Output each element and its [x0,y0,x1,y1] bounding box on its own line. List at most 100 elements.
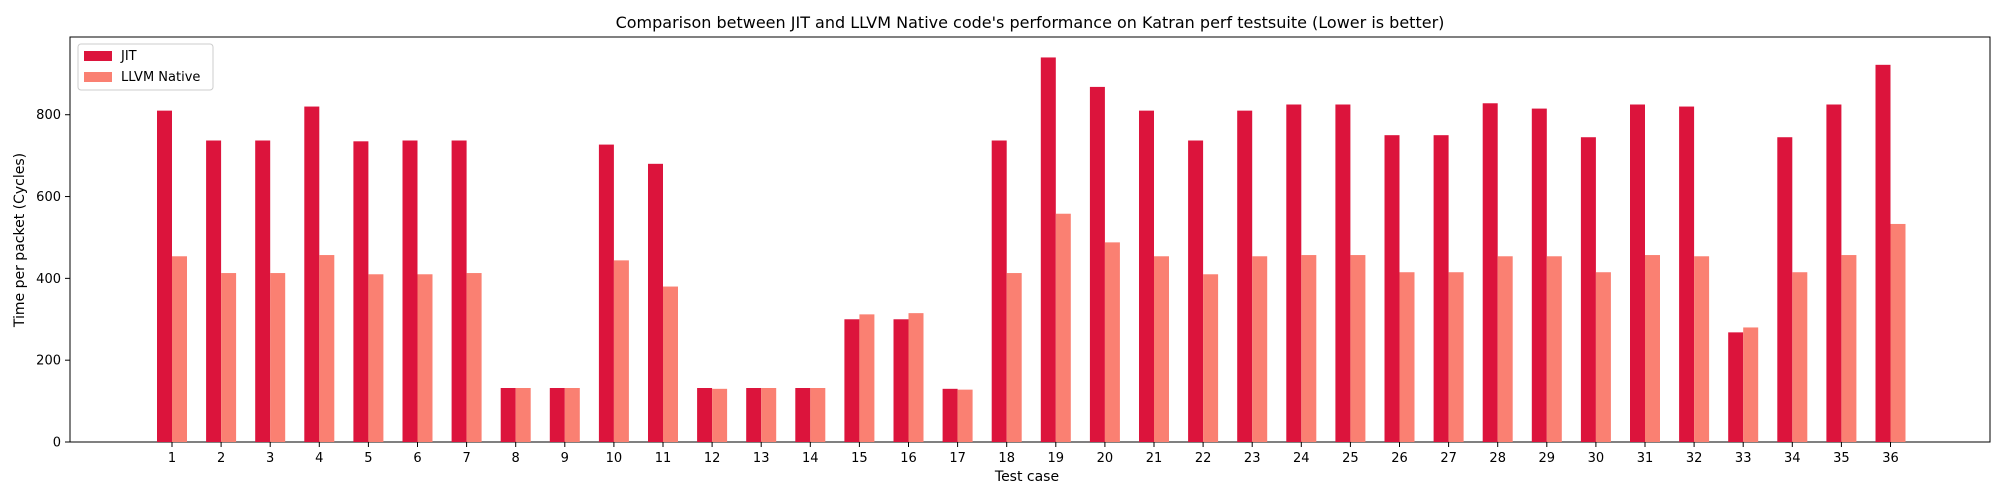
x-tick-label-27: 27 [1440,451,1457,466]
bar-jit-18 [991,140,1007,442]
bar-jit-32 [1679,106,1695,442]
bars-group [157,57,1906,443]
y-axis: 0 200 400 600 800 [36,108,70,451]
bar-jit-23 [1237,110,1253,443]
x-tick-label-18: 18 [998,451,1015,466]
x-tick-label-11: 11 [655,451,672,466]
bar-jit-25 [1335,104,1351,442]
x-tick-label-1: 1 [168,451,176,466]
chart-title: Comparison between JIT and LLVM Native c… [616,13,1445,32]
bar-jit-2 [206,140,222,442]
bar-jit-4 [304,106,320,442]
x-tick-label-6: 6 [413,451,421,466]
bar-llvm-native-24 [1301,255,1317,442]
x-tick-label-17: 17 [949,451,966,466]
x-tick-label-34: 34 [1784,451,1801,466]
y-tick-label-600: 600 [36,190,61,205]
x-tick-label-3: 3 [266,451,274,466]
bar-llvm-native-3 [270,273,286,442]
bar-jit-1 [157,110,172,443]
x-tick-label-16: 16 [900,451,917,466]
legend: JIT LLVM Native [77,43,214,91]
bar-jit-26 [1384,135,1400,442]
bar-jit-22 [1188,140,1204,442]
x-axis-label: Test case [994,469,1059,485]
x-tick-label-33: 33 [1735,451,1752,466]
x-tick-label-2: 2 [217,451,225,466]
bar-llvm-native-17 [957,389,973,442]
x-tick-label-28: 28 [1489,451,1506,466]
y-tick-label-400: 400 [36,272,61,287]
bar-jit-8 [500,388,516,442]
bar-llvm-native-11 [663,286,678,442]
bar-llvm-native-13 [761,388,777,442]
bar-jit-7 [451,140,467,442]
x-tick-label-26: 26 [1391,451,1408,466]
bar-jit-16 [893,319,909,442]
x-tick-label-32: 32 [1686,451,1703,466]
bar-llvm-native-26 [1399,272,1415,442]
bar-llvm-native-19 [1055,213,1071,442]
y-tick-label-0: 0 [53,436,61,451]
bar-jit-11 [648,163,663,442]
legend-label-jit: JIT [120,49,137,64]
bar-llvm-native-7 [466,273,482,442]
bar-llvm-native-36 [1890,223,1906,442]
x-tick-label-14: 14 [802,451,819,466]
bar-llvm-native-12 [712,388,728,442]
bar-llvm-native-6 [417,274,433,442]
legend-swatch-llvm-native [84,72,112,82]
bar-jit-3 [255,140,271,442]
bar-jit-29 [1531,108,1547,442]
bar-jit-19 [1040,57,1056,443]
x-tick-label-29: 29 [1539,451,1556,466]
bar-llvm-native-10 [613,260,629,442]
bar-jit-14 [795,388,811,442]
bar-jit-28 [1482,103,1498,442]
bar-jit-21 [1139,110,1154,443]
x-tick-label-10: 10 [606,451,623,466]
x-axis: 1 2 3 4 5 6 7 8 9 10 11 12 13 14 15 16 17 18 19 20 21 22 23 24 2… [168,442,1899,466]
bar-llvm-native-21 [1154,256,1169,442]
bar-llvm-native-9 [564,388,580,442]
x-tick-label-4: 4 [315,451,323,466]
bar-llvm-native-31 [1645,255,1660,442]
x-tick-label-23: 23 [1244,451,1261,466]
bar-llvm-native-30 [1595,272,1611,442]
bar-jit-12 [697,388,713,442]
x-tick-label-7: 7 [462,451,470,466]
x-tick-label-20: 20 [1097,451,1114,466]
bar-llvm-native-2 [221,273,237,442]
bar-llvm-native-25 [1350,255,1366,442]
y-tick-label-200: 200 [36,354,61,369]
bar-jit-20 [1089,86,1105,442]
bar-jit-35 [1826,104,1842,442]
bar-llvm-native-1 [172,256,187,442]
bar-jit-6 [402,140,418,442]
x-tick-label-9: 9 [561,451,569,466]
bar-llvm-native-23 [1252,256,1268,442]
bar-llvm-native-14 [810,388,826,442]
bar-llvm-native-5 [368,274,384,442]
bar-llvm-native-8 [515,388,531,442]
bar-llvm-native-32 [1694,256,1710,442]
plot-area-frame [69,36,1991,443]
x-tick-label-15: 15 [851,451,868,466]
bar-jit-5 [353,141,369,442]
bar-llvm-native-22 [1203,274,1219,442]
legend-label-llvm-native: LLVM Native [121,70,200,85]
bar-llvm-native-18 [1006,273,1022,442]
x-tick-label-25: 25 [1342,451,1359,466]
x-tick-label-12: 12 [704,451,721,466]
bar-llvm-native-15 [859,314,875,442]
x-tick-label-30: 30 [1588,451,1605,466]
bar-llvm-native-28 [1497,256,1513,442]
bar-jit-30 [1580,137,1596,442]
bar-llvm-native-35 [1841,255,1857,442]
x-tick-label-31: 31 [1637,451,1654,466]
y-tick-label-800: 800 [36,108,61,123]
bar-jit-33 [1728,332,1744,442]
legend-swatch-jit [84,51,112,61]
